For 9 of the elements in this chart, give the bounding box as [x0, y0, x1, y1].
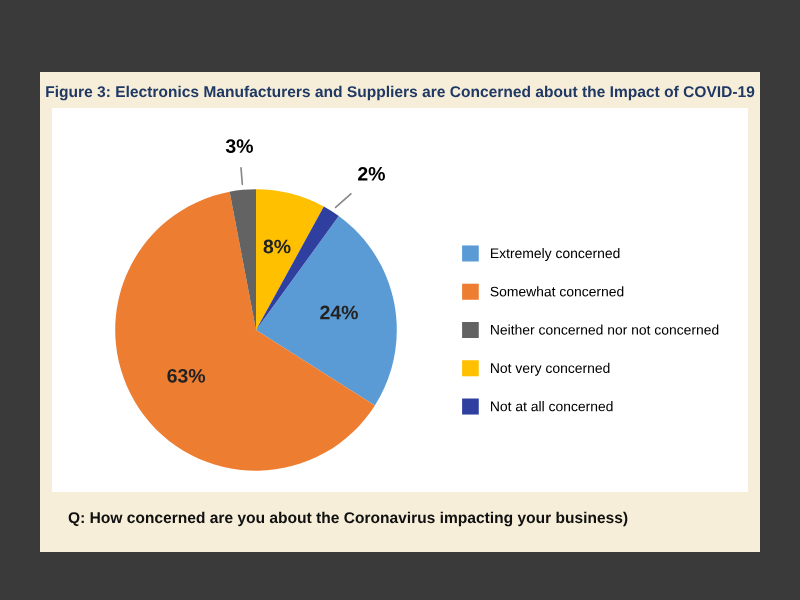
data-label: 8%: [263, 239, 291, 254]
pie-slice: [256, 189, 324, 330]
data-label: 63%: [167, 368, 206, 383]
data-label: 2%: [358, 166, 385, 181]
pie-slice: [115, 191, 375, 471]
pie-slice: [256, 216, 397, 406]
pie-slice: [229, 189, 256, 330]
data-label: 24%: [320, 305, 358, 320]
data-label: 3%: [225, 139, 253, 154]
